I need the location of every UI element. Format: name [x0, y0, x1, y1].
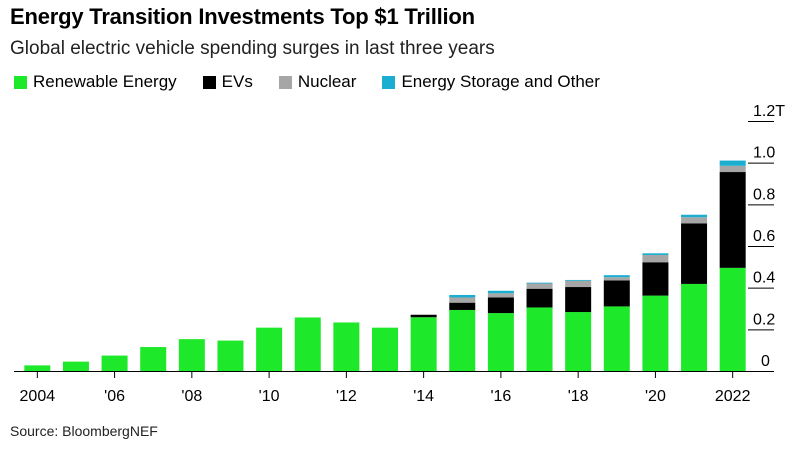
y-tick-label: 0 [761, 353, 770, 370]
x-tick-label: 2022 [715, 388, 751, 405]
bar-renewable-2016 [487, 313, 514, 371]
bar-renewable-2015 [449, 309, 476, 371]
bar-evs-2014 [410, 314, 437, 318]
bar-nuclear-2016 [487, 293, 514, 298]
bar-renewable-2017 [526, 307, 553, 371]
bar-renewable-2010 [256, 327, 283, 371]
source-note: Source: BloombergNEF [10, 423, 158, 439]
legend-label-storage: Energy Storage and Other [401, 72, 600, 91]
legend: Renewable Energy EVs Nuclear Energy Stor… [14, 72, 626, 92]
bar-renewable-2009 [217, 340, 244, 371]
bar-renewable-2019 [603, 306, 630, 371]
x-tick-label: '20 [645, 388, 666, 405]
x-tick-label: '08 [181, 388, 202, 405]
bar-storage-2017 [526, 282, 553, 284]
chart-title: Energy Transition Investments Top $1 Tri… [10, 4, 475, 29]
legend-swatch-storage [382, 75, 396, 89]
bar-nuclear-2020 [642, 254, 669, 263]
bar-nuclear-2021 [681, 217, 708, 224]
bar-evs-2017 [526, 288, 553, 308]
legend-swatch-renewable [14, 75, 27, 89]
x-tick-label: '16 [490, 388, 511, 405]
y-tick-label: 0.4 [753, 270, 775, 287]
y-tick-label: 0.2 [753, 311, 775, 328]
bar-evs-2019 [603, 280, 630, 307]
bar-nuclear-2022 [719, 165, 746, 173]
bars-group [14, 160, 774, 372]
bar-storage-2020 [642, 253, 669, 255]
legend-label-renewable: Renewable Energy [33, 72, 177, 91]
bar-renewable-2021 [681, 283, 708, 371]
bar-nuclear-2019 [603, 277, 630, 281]
legend-label-nuclear: Nuclear [297, 72, 357, 91]
bar-evs-2018 [565, 287, 592, 313]
bar-storage-2021 [681, 214, 708, 218]
y-tick-label: 1.2T [753, 103, 785, 120]
legend-item-storage: Energy Storage and Other [382, 72, 600, 92]
bar-renewable-2006 [101, 355, 128, 371]
bar-renewable-2004 [24, 365, 51, 372]
bar-renewable-2020 [642, 295, 669, 371]
bar-nuclear-2018 [565, 280, 592, 288]
bar-renewable-2014 [410, 317, 437, 371]
bar-storage-2019 [603, 275, 630, 278]
bar-renewable-2013 [372, 327, 398, 371]
legend-item-nuclear: Nuclear [278, 72, 357, 92]
bar-renewable-2005 [62, 361, 89, 372]
bar-storage-2022 [719, 160, 746, 166]
bar-evs-2020 [642, 262, 669, 296]
bar-evs-2016 [487, 297, 514, 314]
bar-evs-2015 [449, 302, 476, 310]
legend-item-renewable: Renewable Energy [14, 72, 177, 92]
x-tick-label: '10 [259, 388, 280, 405]
x-tick-label: '06 [104, 388, 125, 405]
legend-swatch-evs [202, 75, 216, 89]
chart-subtitle: Global electric vehicle spending surges … [10, 38, 495, 59]
x-tick-label: 2004 [20, 388, 56, 405]
legend-item-evs: EVs [202, 72, 253, 92]
bar-evs-2021 [681, 223, 708, 284]
x-tick-label: '12 [336, 388, 357, 405]
bar-nuclear-2017 [526, 283, 553, 289]
bar-renewable-2022 [719, 267, 746, 372]
bar-renewable-2011 [294, 317, 321, 371]
x-axis: 2004 '06 '08 '10 '12 '14 '16 '18 '20 2022 [20, 372, 751, 405]
legend-swatch-nuclear [278, 75, 292, 89]
bar-evs-2022 [719, 172, 746, 268]
legend-label-evs: EVs [221, 72, 253, 91]
y-tick-label: 0.6 [753, 228, 775, 245]
bar-storage-2015 [449, 294, 476, 298]
bar-renewable-2018 [565, 312, 592, 371]
bar-storage-2018 [565, 279, 592, 281]
x-tick-label: '14 [413, 388, 434, 405]
bar-storage-2016 [487, 290, 514, 294]
bar-nuclear-2015 [449, 297, 476, 303]
x-tick-label: '18 [568, 388, 589, 405]
bar-renewable-2008 [178, 339, 205, 372]
y-tick-label: 0.8 [753, 186, 775, 203]
bar-renewable-2012 [333, 322, 360, 371]
y-tick-label: 1.0 [753, 145, 775, 162]
bar-renewable-2007 [140, 347, 167, 371]
y-axis: 0 0.2 0.4 0.6 0.8 1.0 1.2T [748, 103, 785, 370]
